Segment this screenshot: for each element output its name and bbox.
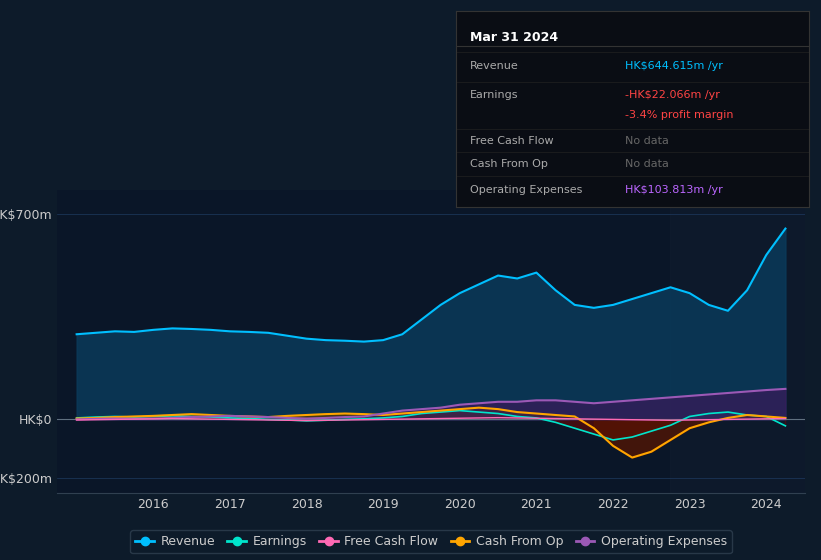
Text: Operating Expenses: Operating Expenses <box>470 185 582 194</box>
Text: Cash From Op: Cash From Op <box>470 159 548 169</box>
Legend: Revenue, Earnings, Free Cash Flow, Cash From Op, Operating Expenses: Revenue, Earnings, Free Cash Flow, Cash … <box>131 530 732 553</box>
Text: HK$644.615m /yr: HK$644.615m /yr <box>625 61 723 71</box>
Text: No data: No data <box>625 159 669 169</box>
Text: Mar 31 2024: Mar 31 2024 <box>470 31 558 44</box>
Text: -HK$22.066m /yr: -HK$22.066m /yr <box>625 91 720 100</box>
Text: No data: No data <box>625 136 669 146</box>
Text: Revenue: Revenue <box>470 61 519 71</box>
Text: Free Cash Flow: Free Cash Flow <box>470 136 553 146</box>
Bar <box>671 190 805 493</box>
Text: Earnings: Earnings <box>470 91 518 100</box>
Text: HK$103.813m /yr: HK$103.813m /yr <box>625 185 722 194</box>
Text: -3.4% profit margin: -3.4% profit margin <box>625 110 734 120</box>
